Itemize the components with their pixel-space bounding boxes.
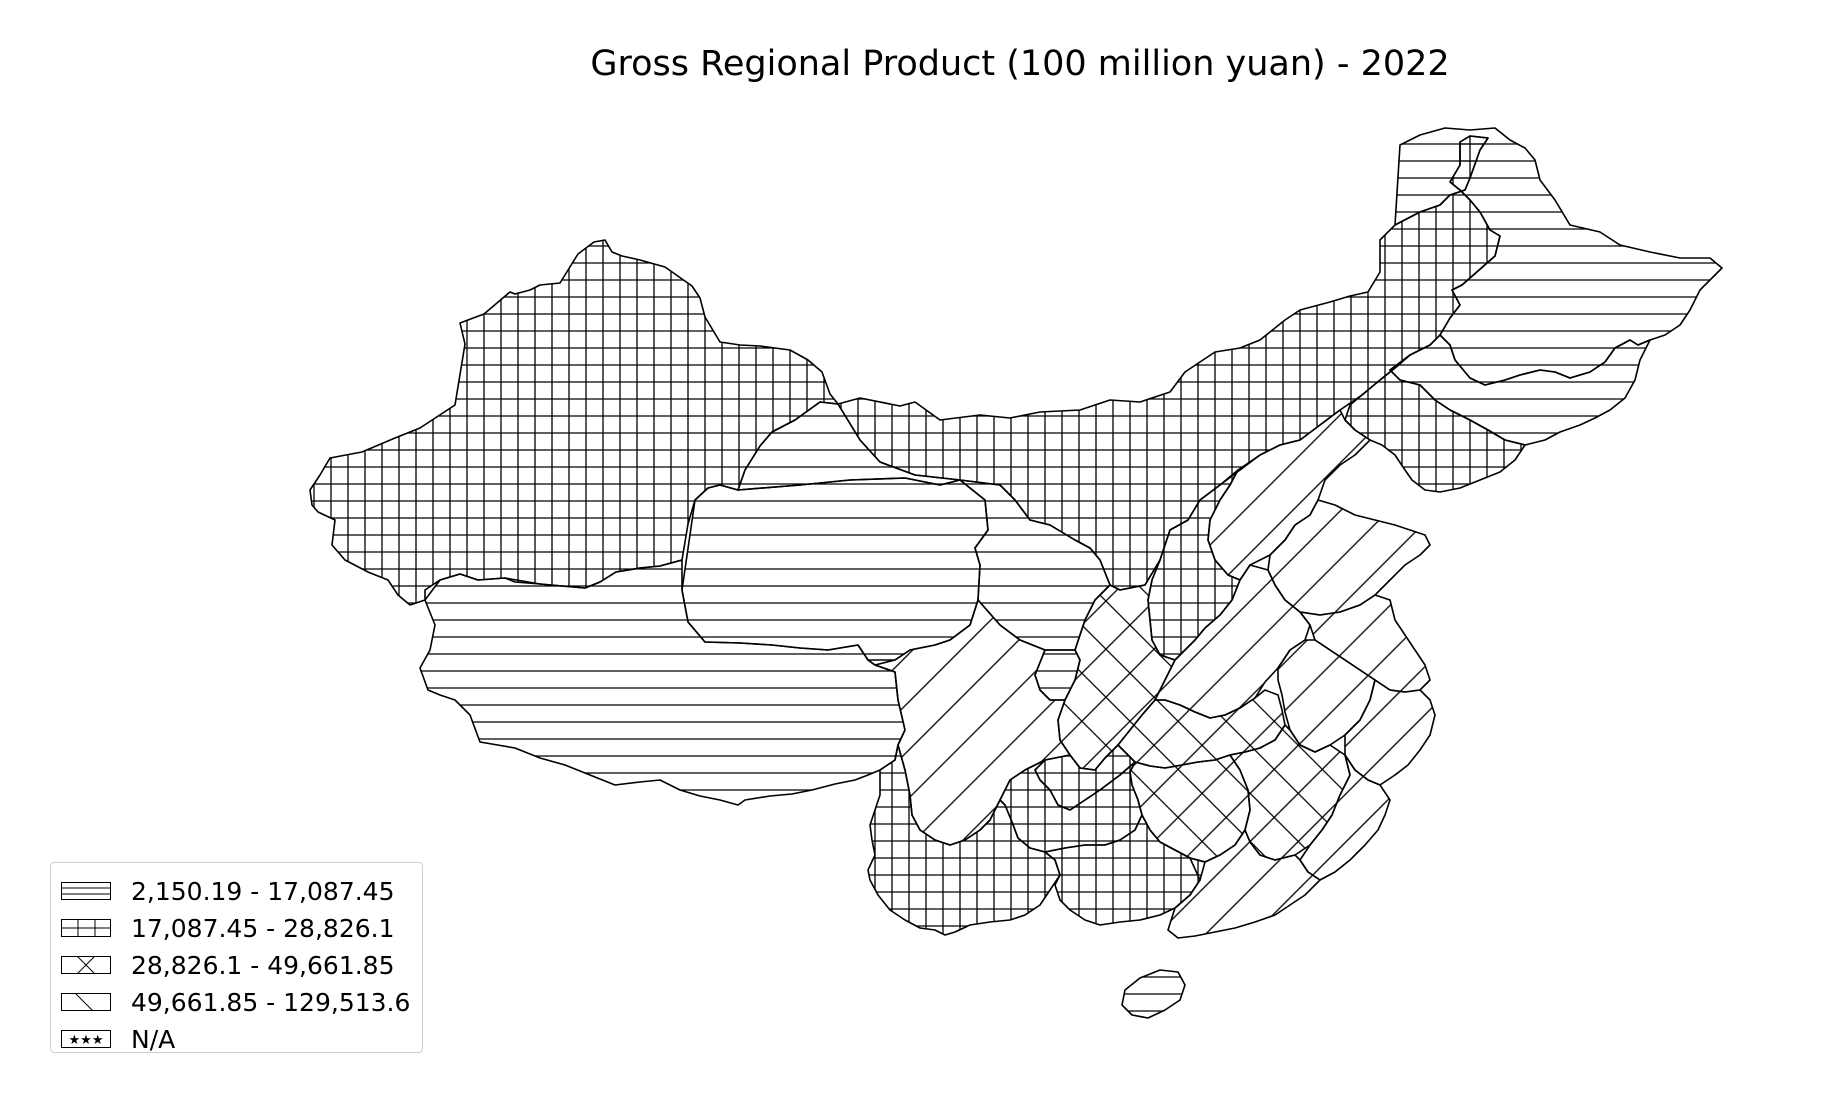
region-yunnan [867, 744, 1061, 936]
legend-item-class-1: 2,150.19 - 17,087.45 [61, 876, 395, 906]
legend-item-na: ★★★ N/A [61, 1024, 176, 1054]
legend-item-class-2: 17,087.45 - 28,826.1 [61, 913, 395, 943]
legend-swatch-diagonal [61, 993, 111, 1011]
legend-swatch-stars: ★★★ [61, 1030, 111, 1048]
legend-label: 49,661.85 - 129,513.6 [131, 987, 411, 1017]
legend-item-class-3: 28,826.1 - 49,661.85 [61, 950, 395, 980]
legend-swatch-grid [61, 919, 111, 937]
legend-label: 28,826.1 - 49,661.85 [131, 950, 395, 980]
svg-text:★★★: ★★★ [69, 1033, 104, 1048]
legend-item-class-4: 49,661.85 - 129,513.6 [61, 987, 411, 1017]
legend-label: 17,087.45 - 28,826.1 [131, 913, 395, 943]
legend-swatch-horizontal [61, 882, 111, 900]
legend: 2,150.19 - 17,087.45 17,087.45 - 28,826.… [50, 862, 423, 1054]
legend-swatch-cross-diagonal [61, 956, 111, 974]
region-qinghai [681, 477, 989, 666]
region-guangdong [1167, 829, 1321, 939]
region-fujian [1299, 754, 1391, 881]
region-zhejiang [1344, 679, 1436, 786]
region-hainan [1121, 969, 1186, 1019]
legend-label: 2,150.19 - 17,087.45 [131, 876, 395, 906]
map-title: Gross Regional Product (100 million yuan… [590, 44, 1450, 84]
legend-label: N/A [131, 1024, 176, 1054]
